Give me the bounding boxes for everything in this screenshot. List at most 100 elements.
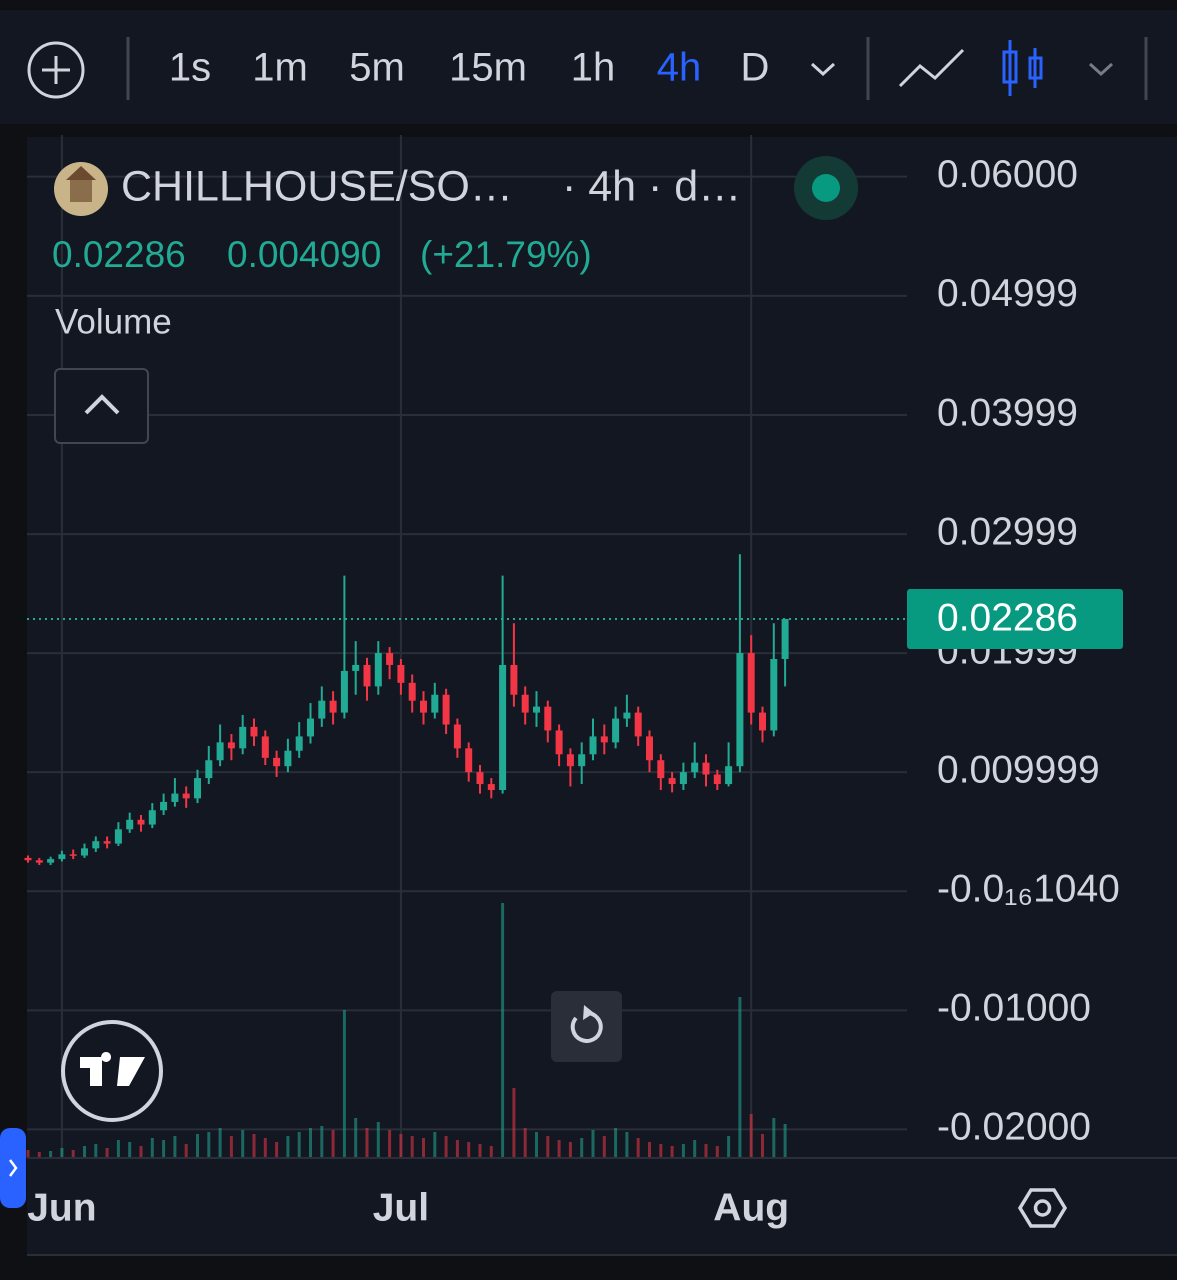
- volume-bar: [749, 1114, 753, 1158]
- legend-change-pct: (+21.79%): [420, 234, 592, 275]
- candle-body: [566, 754, 574, 767]
- candle-body: [386, 653, 394, 665]
- volume-bar: [681, 1144, 685, 1158]
- chart-panel: [27, 137, 1177, 1255]
- volume-bar: [49, 1151, 53, 1158]
- candle-body: [612, 718, 620, 743]
- volume-bar: [116, 1140, 120, 1158]
- candle-chart-button[interactable]: [1002, 40, 1043, 96]
- volume-bar: [648, 1142, 651, 1158]
- interval-button[interactable]: 5m: [349, 46, 405, 90]
- candle-body: [182, 793, 190, 799]
- candle-body: [363, 664, 371, 687]
- volume-bar: [455, 1140, 459, 1158]
- volume-bar: [354, 1118, 358, 1158]
- volume-bar: [105, 1148, 109, 1158]
- volume-bar: [207, 1132, 211, 1158]
- tradingview-logo[interactable]: [61, 1020, 163, 1122]
- candle-body: [81, 848, 88, 856]
- candle-body: [194, 778, 201, 799]
- volume-bar: [715, 1146, 719, 1158]
- reset-button[interactable]: [551, 991, 622, 1062]
- candle-body: [295, 736, 303, 751]
- volume-bar: [704, 1144, 708, 1158]
- volume-bar: [501, 903, 505, 1158]
- volume-bar: [761, 1134, 764, 1158]
- y-tick-label: 0.04999: [937, 272, 1078, 315]
- chart-type-dropdown[interactable]: [1088, 62, 1114, 77]
- toolbar: [0, 10, 1177, 124]
- candle-body: [770, 659, 778, 731]
- candle-body: [442, 694, 450, 725]
- legend-close: 0.02286: [52, 234, 186, 275]
- x-tick-label: Jun: [27, 1186, 96, 1229]
- candle-body: [239, 726, 247, 749]
- y-tick-label: -0.0₁₆1040: [937, 868, 1120, 911]
- volume-bar: [128, 1142, 132, 1158]
- interval-button[interactable]: 4h: [657, 46, 702, 90]
- candle-body: [420, 700, 427, 713]
- line-chart-button[interactable]: [898, 48, 965, 88]
- volume-bar: [625, 1132, 629, 1158]
- candle-body: [408, 682, 416, 701]
- candle-body: [307, 718, 314, 737]
- interval-button[interactable]: D: [741, 46, 770, 90]
- volume-bar: [602, 1136, 606, 1158]
- interval-dropdown[interactable]: [810, 62, 836, 77]
- settings-button[interactable]: [1017, 1188, 1068, 1228]
- volume-bar: [738, 997, 742, 1158]
- candle-body: [148, 810, 156, 825]
- volume-bar: [241, 1130, 245, 1158]
- volume-bar: [184, 1144, 188, 1158]
- volume-bar: [772, 1118, 776, 1158]
- interval-button[interactable]: 1h: [571, 46, 616, 90]
- candle-body: [555, 730, 563, 755]
- volume-bar: [523, 1128, 527, 1158]
- candle-body: [668, 778, 676, 785]
- candle-body: [725, 766, 733, 785]
- candle-body: [205, 760, 213, 779]
- volume-bar: [162, 1140, 166, 1158]
- candle-body: [92, 841, 100, 849]
- volume-bar: [557, 1140, 561, 1158]
- volume-bar: [83, 1146, 86, 1158]
- x-tick-label: Aug: [713, 1186, 789, 1229]
- candle-body: [646, 736, 653, 761]
- candle-body: [397, 664, 405, 683]
- volume-bar: [512, 1088, 516, 1158]
- volume-bar: [580, 1138, 584, 1158]
- candle-body: [781, 618, 789, 660]
- interval-button[interactable]: 15m: [449, 46, 527, 90]
- candle-body: [623, 712, 631, 719]
- candle-body: [374, 653, 382, 687]
- candle-body: [250, 726, 258, 737]
- candle-body: [216, 742, 224, 761]
- y-tick-label: 0.03999: [937, 391, 1078, 434]
- volume-bar: [489, 1146, 493, 1158]
- volume-bar: [591, 1130, 595, 1158]
- candle-body: [600, 736, 608, 743]
- candle-body: [284, 750, 292, 767]
- candle-body: [160, 801, 168, 811]
- candle-body: [273, 757, 281, 767]
- collapse-button[interactable]: [54, 368, 149, 444]
- add-button[interactable]: [27, 41, 85, 99]
- volume-bar: [150, 1138, 154, 1158]
- volume-bar: [365, 1128, 369, 1158]
- last-price-tag: [907, 588, 1123, 649]
- symbol[interactable]: CHILLHOUSE/SO…: [121, 162, 513, 210]
- volume-bar: [636, 1138, 640, 1158]
- candle-body: [747, 653, 755, 713]
- volume-bar: [568, 1142, 572, 1158]
- candle-body: [544, 706, 552, 731]
- candle-body: [114, 829, 122, 844]
- side-panel-toggle[interactable]: [0, 1128, 26, 1208]
- volume-bar: [94, 1144, 98, 1158]
- volume-bar: [297, 1132, 301, 1158]
- volume-bar: [670, 1146, 674, 1158]
- interval-button[interactable]: 1s: [169, 46, 211, 90]
- interval-button[interactable]: 1m: [252, 46, 308, 90]
- symbol-icon: [54, 162, 108, 216]
- candle-body: [533, 706, 540, 713]
